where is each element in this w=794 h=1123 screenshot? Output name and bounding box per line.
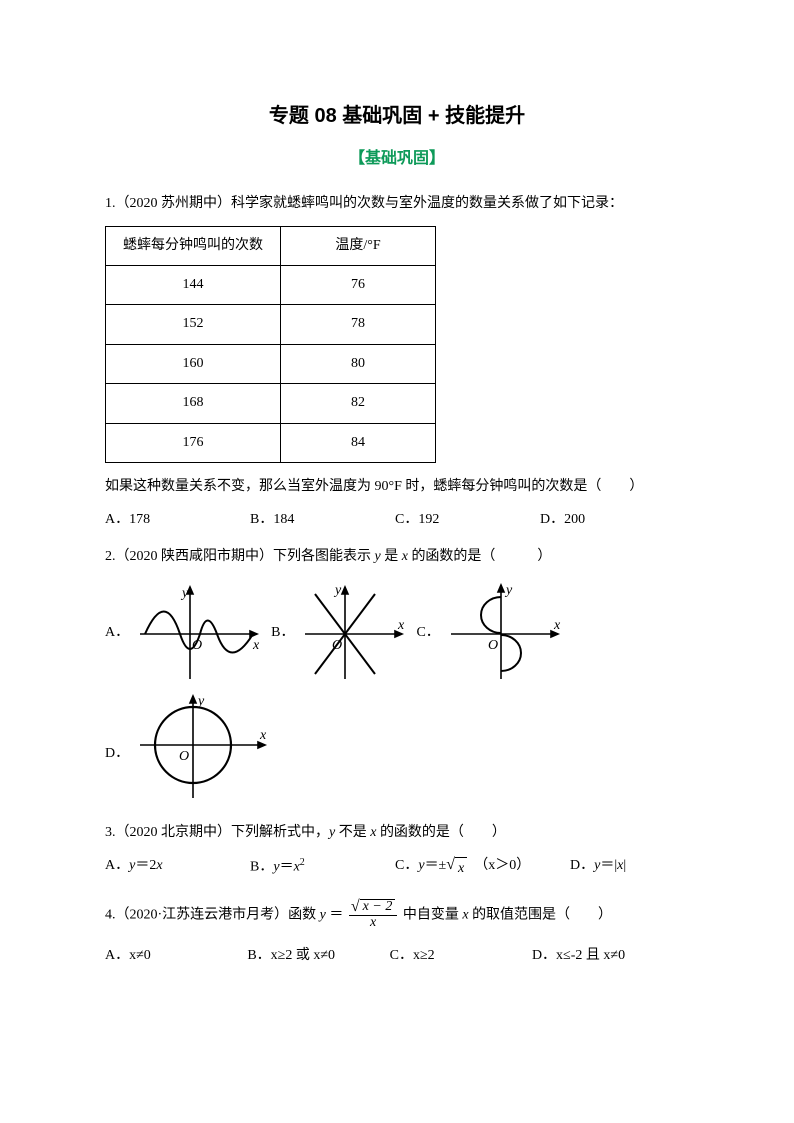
option-a: A．y＝2x [105,855,250,880]
option-b: B．184 [250,509,395,531]
q1-stem: 1.（2020 苏州期中）科学家就蟋蟀鸣叫的次数与室外温度的数量关系做了如下记录… [105,190,689,218]
q2-text: 的函数的是（ ） [408,549,552,564]
q3-text: 的函数的是（ ） [376,825,506,840]
svg-text:x: x [397,618,405,633]
q1-table: 蟋蟀每分钟鸣叫的次数 温度/°F 14476 15278 16080 16882… [105,226,436,463]
table-cell: 152 [106,305,281,344]
svg-text:y: y [333,583,342,598]
table-header: 温度/°F [281,226,436,265]
option-c: C．192 [395,509,540,531]
page-title: 专题 08 基础巩固 + 技能提升 [105,100,689,132]
option-a: A．178 [105,509,250,531]
option-label-a: A． [105,622,129,684]
table-cell: 176 [106,423,281,462]
option-b: B．x≥2 或 x≠0 [247,945,389,967]
option-label-b: B． [271,622,294,684]
opt-label: C． [395,858,418,873]
q4-text: 的取值范围是（ ） [469,907,613,922]
q3-stem: 3.（2020 北京期中）下列解析式中，y 不是 x 的函数的是（ ） [105,819,689,847]
q3-text: 不是 [335,825,370,840]
q4-text: 中自变量 [399,907,462,922]
q2-stem: 2.（2020 陕西咸阳市期中）下列各图能表示 y 是 x 的函数的是（ ） [105,543,689,571]
option-b: B．y＝x2 [250,855,395,880]
q2-graphs-row2: D． y x O [105,690,689,805]
sqrt-icon: √x [446,857,467,880]
option-c: C．y＝±√x （x＞0） [395,855,570,880]
q3-text: 3.（2020 北京期中）下列解析式中， [105,825,329,840]
svg-text:x: x [252,638,260,653]
option-c: C．x≥2 [390,945,532,967]
sqrt-arg: x − 2 [360,899,396,915]
fraction-icon: √x − 2x [349,899,397,931]
var-x: x [455,857,467,880]
graph-c-icon: y x O [446,579,566,684]
svg-text:x: x [259,728,267,743]
q1-options: A．178 B．184 C．192 D．200 [105,509,689,531]
svg-text:O: O [192,638,202,653]
opt-text: ＝ [280,860,294,875]
table-cell: 168 [106,384,281,423]
svg-text:O: O [179,749,189,764]
opt-label: B． [250,860,273,875]
svg-text:O: O [488,638,498,653]
svg-text:O: O [332,638,342,653]
graph-d-icon: y x O [135,690,275,805]
opt-text: ＝| [600,858,617,873]
option-label-d: D． [105,743,129,805]
q4-options: A．x≠0 B．x≥2 或 x≠0 C．x≥2 D．x≤-2 且 x≠0 [105,945,689,967]
table-cell: 78 [281,305,436,344]
q4-text: ＝ [326,907,347,922]
table-cell: 80 [281,344,436,383]
option-label-c: C． [416,622,439,684]
svg-text:x: x [553,618,561,633]
option-a: A．x≠0 [105,945,247,967]
q1-tail: 如果这种数量关系不变，那么当室外温度为 90°F 时，蟋蟀每分钟鸣叫的次数是（ … [105,473,689,501]
q2-graphs-row1: A． y x O B． y x O C． [105,579,689,684]
table-cell: 160 [106,344,281,383]
var-x: x [349,916,397,931]
option-d: D．y＝|x| [570,855,680,880]
q2-text: 2.（2020 陕西咸阳市期中）下列各图能表示 [105,549,375,564]
opt-label: A． [105,858,129,873]
svg-text:y: y [180,586,189,601]
opt-text: | [623,858,626,873]
q4-stem: 4.（2020·江苏连云港市月考）函数 y ＝ √x − 2x 中自变量 x 的… [105,899,689,931]
svg-text:y: y [504,583,513,598]
svg-text:y: y [196,694,205,709]
q3-options: A．y＝2x B．y＝x2 C．y＝±√x （x＞0） D．y＝|x| [105,855,689,880]
option-d: D．x≤-2 且 x≠0 [532,945,689,967]
opt-label: D． [570,858,594,873]
table-cell: 84 [281,423,436,462]
opt-text: ＝2 [135,858,156,873]
table-header: 蟋蟀每分钟鸣叫的次数 [106,226,281,265]
table-cell: 144 [106,265,281,304]
table-cell: 82 [281,384,436,423]
graph-a-icon: y x O [135,579,265,684]
section-subtitle: 【基础巩固】 [105,146,689,172]
var-x: x [156,858,162,873]
option-d: D．200 [540,509,685,531]
opt-text: （x＞0） [467,858,530,873]
q4-text: 4.（2020·江苏连云港市月考）函数 [105,907,320,922]
table-cell: 76 [281,265,436,304]
graph-b-icon: y x O [300,579,410,684]
q2-text: 是 [381,549,402,564]
opt-text: ＝± [425,858,447,873]
